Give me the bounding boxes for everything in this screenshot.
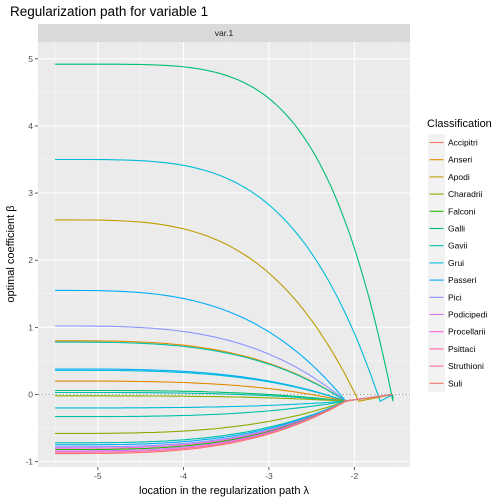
x-tick-label: -5 <box>94 471 102 481</box>
series-line-15 <box>55 393 393 434</box>
series-line-6 <box>55 341 393 402</box>
legend-label: Psittaci <box>448 344 476 354</box>
legend-label: Pici <box>448 292 462 302</box>
series-line-4 <box>55 325 393 402</box>
series-line-8 <box>55 369 393 402</box>
legend-label: Anseri <box>448 155 472 165</box>
legend: Accipitri Anseri Apodi Charadrii Falconi Gall… <box>428 134 487 392</box>
series-line-17 <box>55 393 393 446</box>
x-tick-label: -4 <box>180 471 188 481</box>
y-tick-label: 4 <box>28 121 33 131</box>
series-line-10 <box>55 389 393 402</box>
series-line-23 <box>55 393 393 455</box>
legend-label: Falconi <box>448 206 476 216</box>
legend-label: Charadrii <box>448 189 483 199</box>
y-tick-label: 0 <box>28 389 33 399</box>
legend-label: Struthioni <box>448 361 484 371</box>
series-line-21 <box>55 393 393 452</box>
series-line-12 <box>55 393 393 402</box>
x-tick-label: -2 <box>351 471 359 481</box>
y-axis-label: optimal coefficient β <box>5 205 17 302</box>
facet-strip-label: var.1 <box>215 28 234 38</box>
y-axis-ticks: -1 0 1 2 3 4 5 <box>25 54 38 467</box>
legend-label: Grui <box>448 258 464 268</box>
series-line-11 <box>55 391 393 402</box>
x-tick-label: -3 <box>265 471 273 481</box>
series-line-9 <box>55 380 393 402</box>
legend-label: Podicipedi <box>448 310 487 320</box>
legend-title: Classification <box>427 118 492 130</box>
x-axis-label: location in the regularization path λ <box>139 485 309 497</box>
legend-label: Gavii <box>448 241 467 251</box>
series-line-14 <box>55 393 393 418</box>
series-line-0 <box>55 63 394 402</box>
y-tick-label: 3 <box>28 188 33 198</box>
series-line-2 <box>55 219 394 402</box>
x-axis-ticks: -5 -4 -3 -2 <box>94 467 358 481</box>
legend-label: Accipitri <box>448 138 478 148</box>
legend-label: Passeri <box>448 275 476 285</box>
legend-label: Galli <box>448 224 465 234</box>
legend-label: Apodi <box>448 172 470 182</box>
series-line-1 <box>55 158 394 402</box>
legend-label: Suli <box>448 378 462 388</box>
coefficient-paths <box>55 63 394 455</box>
y-tick-label: 1 <box>28 322 33 332</box>
y-tick-label: 2 <box>28 255 33 265</box>
facet-strip <box>38 24 410 42</box>
chart-title: Regularization path for variable 1 <box>10 4 208 19</box>
series-line-3 <box>55 289 393 402</box>
series-line-16 <box>55 393 393 444</box>
legend-label: Procellarii <box>448 327 485 337</box>
y-tick-label: -1 <box>25 457 33 467</box>
series-line-13 <box>55 393 393 409</box>
y-tick-label: 5 <box>28 54 33 64</box>
